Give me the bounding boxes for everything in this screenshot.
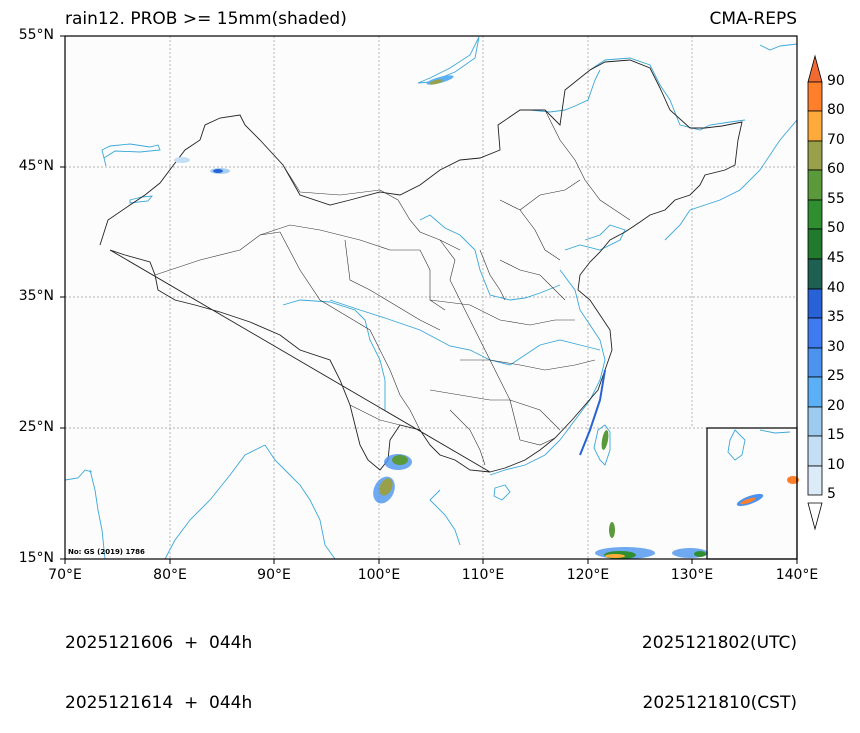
colorbar-label-60: 60 [827, 161, 845, 177]
colorbar-label-15: 15 [827, 427, 845, 443]
init-time-block: 2025121606 + 044h 2025121614 + 044h [65, 593, 252, 733]
colorbar-label-90: 90 [827, 73, 845, 89]
coastlines-rivers [64, 36, 798, 560]
colorbar-label-80: 80 [827, 102, 845, 118]
lon-tick-120: 120°E [566, 567, 610, 583]
colorbar [807, 54, 823, 531]
colorbar-label-20: 20 [827, 398, 845, 414]
lon-tick-130: 130°E [670, 567, 714, 583]
lat-tick-35: 35°N [18, 288, 54, 304]
chart-title: rain12. PROB >= 15mm(shaded) [65, 9, 347, 29]
lon-tick-90: 90°E [257, 567, 291, 583]
colorbar-label-45: 45 [827, 250, 845, 266]
init-time-cst: 2025121614 + 044h [65, 693, 253, 713]
colorbar-label-5: 5 [827, 486, 836, 502]
colorbar-label-25: 25 [827, 368, 845, 384]
province-borders [154, 109, 631, 466]
colorbar-label-55: 55 [827, 191, 845, 207]
lat-tick-55: 55°N [18, 27, 54, 43]
model-name: CMA-REPS [709, 9, 797, 29]
national-border [99, 59, 743, 473]
lat-tick-25: 25°N [18, 419, 54, 435]
lon-tick-70: 70°E [48, 567, 82, 583]
valid-time-utc: 2025121802(UTC) [641, 633, 797, 653]
lat-tick-15: 15°N [18, 550, 54, 566]
map-canvas [60, 35, 823, 564]
lon-tick-110: 110°E [461, 567, 505, 583]
colorbar-label-70: 70 [827, 132, 845, 148]
valid-time-block: 2025121802(UTC) 2025121810(CST) [642, 593, 797, 733]
probability-shading [174, 75, 799, 559]
colorbar-label-30: 30 [827, 339, 845, 355]
map-approval-note: No: GS (2019) 1786 [68, 548, 145, 556]
lat-tick-45: 45°N [18, 158, 54, 174]
lon-tick-100: 100°E [357, 567, 401, 583]
lon-tick-80: 80°E [153, 567, 187, 583]
colorbar-label-50: 50 [827, 220, 845, 236]
valid-time-cst: 2025121810(CST) [642, 693, 797, 713]
lon-tick-140: 140°E [775, 567, 819, 583]
colorbar-label-35: 35 [827, 309, 845, 325]
colorbar-label-40: 40 [827, 280, 845, 296]
colorbar-label-10: 10 [827, 457, 845, 473]
init-time-utc: 2025121606 + 044h [65, 633, 253, 653]
